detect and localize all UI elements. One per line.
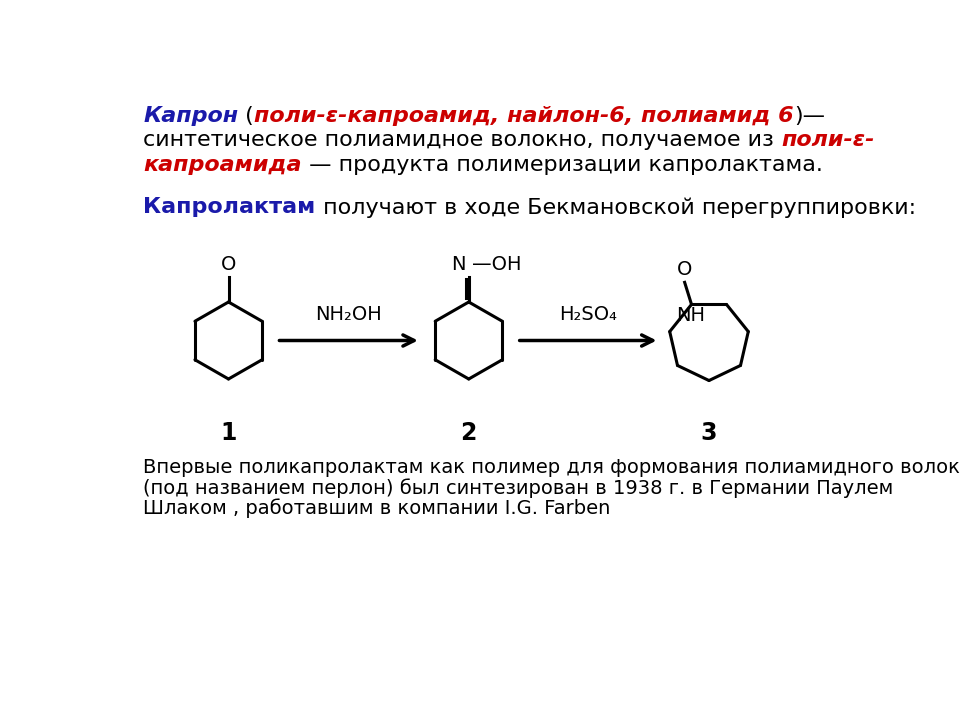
- Text: (: (: [238, 106, 254, 126]
- Text: поли-ε-капроамид, найлон-6, полиамид 6: поли-ε-капроамид, найлон-6, полиамид 6: [254, 106, 794, 126]
- Text: 3: 3: [701, 421, 717, 446]
- Text: NH: NH: [676, 307, 705, 325]
- Text: N: N: [450, 256, 466, 274]
- Text: O: O: [677, 260, 692, 279]
- Text: —OH: —OH: [472, 256, 521, 274]
- Text: (под названием перлон) был синтезирован в 1938 г. в Германии Паулем: (под названием перлон) был синтезирован …: [143, 478, 894, 498]
- Text: Капрон: Капрон: [143, 106, 238, 126]
- Text: Капролактам: Капролактам: [143, 197, 316, 217]
- Text: — продукта полимеризации капролактама.: — продукта полимеризации капролактама.: [301, 155, 823, 175]
- Text: получают в ходе Бекмановской перегруппировки:: получают в ходе Бекмановской перегруппир…: [316, 197, 916, 217]
- Text: 1: 1: [220, 421, 237, 446]
- Text: O: O: [221, 256, 236, 274]
- Text: )—: )—: [794, 106, 825, 126]
- Text: Шлаком , работавшим в компании I.G. Farben: Шлаком , работавшим в компании I.G. Farb…: [143, 498, 611, 518]
- Text: синтетическое полиамидное волокно, получаемое из: синтетическое полиамидное волокно, получ…: [143, 130, 781, 150]
- Text: поли-ε-: поли-ε-: [781, 130, 875, 150]
- Text: Впервые поликапролактам как полимер для формования полиамидного волокна: Впервые поликапролактам как полимер для …: [143, 459, 960, 477]
- Text: NH₂OH: NH₂OH: [315, 305, 382, 323]
- Text: 2: 2: [461, 421, 477, 446]
- Text: H₂SO₄: H₂SO₄: [559, 305, 617, 323]
- Text: капроамида: капроамида: [143, 155, 301, 175]
